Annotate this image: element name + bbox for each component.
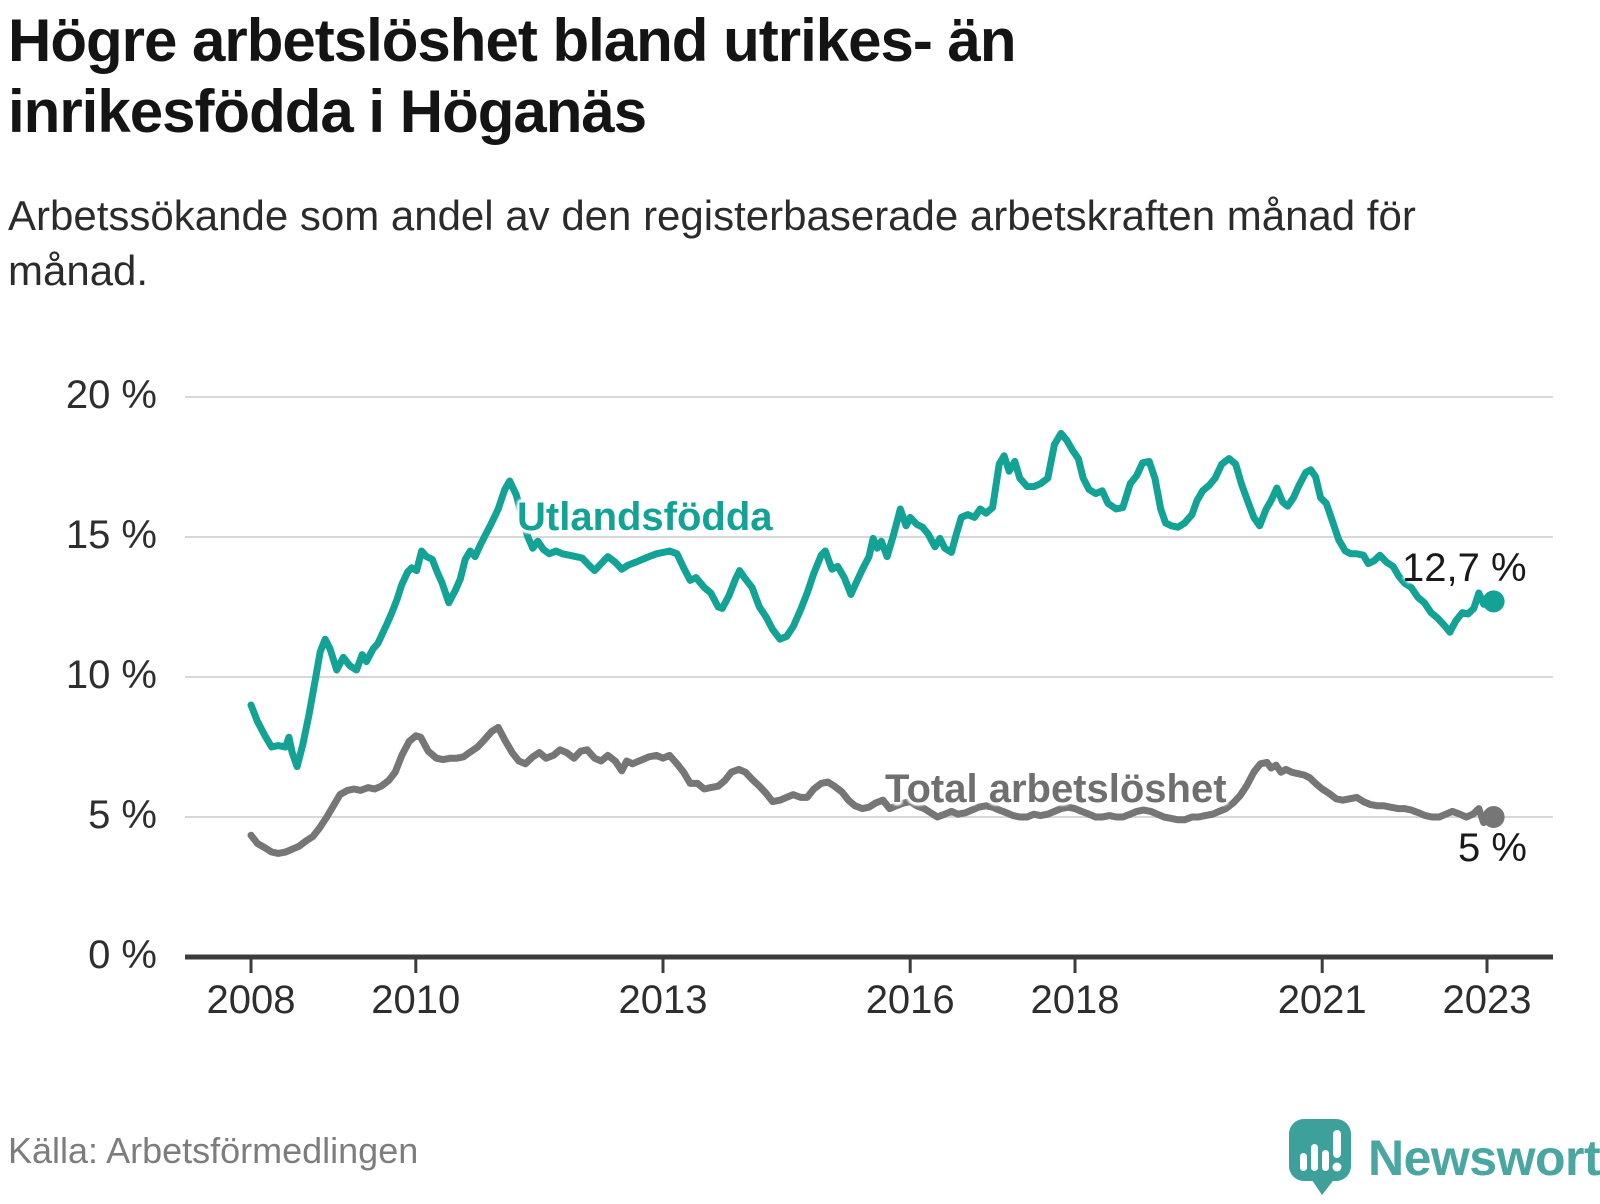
series-line-total: [247, 723, 1498, 857]
y-axis-label-10: 10 %: [65, 653, 157, 697]
series-label-utlandsfodda: Utlandsfödda: [517, 495, 773, 539]
y-axis-label-20: 20 %: [65, 373, 157, 417]
x-axis-ticks: [249, 957, 1489, 973]
series-end-dot-total: [1482, 806, 1505, 828]
y-axis-label-0: 0 %: [88, 933, 157, 977]
newsworthy-logo-text: Newsworthy: [1368, 1130, 1600, 1186]
source-caption: Källa: Arbetsförmedlingen: [8, 1130, 419, 1171]
end-value-label-utlandsfodda: 12,7 %: [1402, 546, 1527, 590]
end-value-label-total: 5 %: [1458, 826, 1527, 870]
series-label-total-arbetsloshet: Total arbetslöshet: [885, 767, 1227, 811]
series-end-dot-utlandsfodda: [1482, 590, 1505, 613]
x-axis-label-2023: 2023: [1442, 978, 1532, 1022]
page-title: Högre arbetslöshet bland utrikes- än inr…: [8, 7, 1017, 145]
gridlines: [185, 396, 1553, 818]
x-axis-label-2016: 2016: [865, 978, 955, 1022]
x-axis-label-2013: 2013: [618, 978, 708, 1022]
y-axis-label-5: 5 %: [88, 793, 157, 837]
x-axis-label-2010: 2010: [371, 978, 461, 1022]
x-axis-label-2021: 2021: [1277, 978, 1367, 1022]
newsworthy-logo: Newsworthy: [1288, 1112, 1600, 1204]
series-lines: [247, 429, 1505, 857]
x-axis-label-2008: 2008: [206, 978, 296, 1022]
newsworthy-speech-bubble-chart-icon: [1289, 1119, 1351, 1195]
y-axis-label-15: 15 %: [65, 513, 157, 557]
series-line-utlandsfodda: [247, 429, 1498, 771]
x-axis-label-2018: 2018: [1030, 978, 1120, 1022]
page-subtitle: Arbetssökande som andel av den registerb…: [8, 192, 1416, 295]
